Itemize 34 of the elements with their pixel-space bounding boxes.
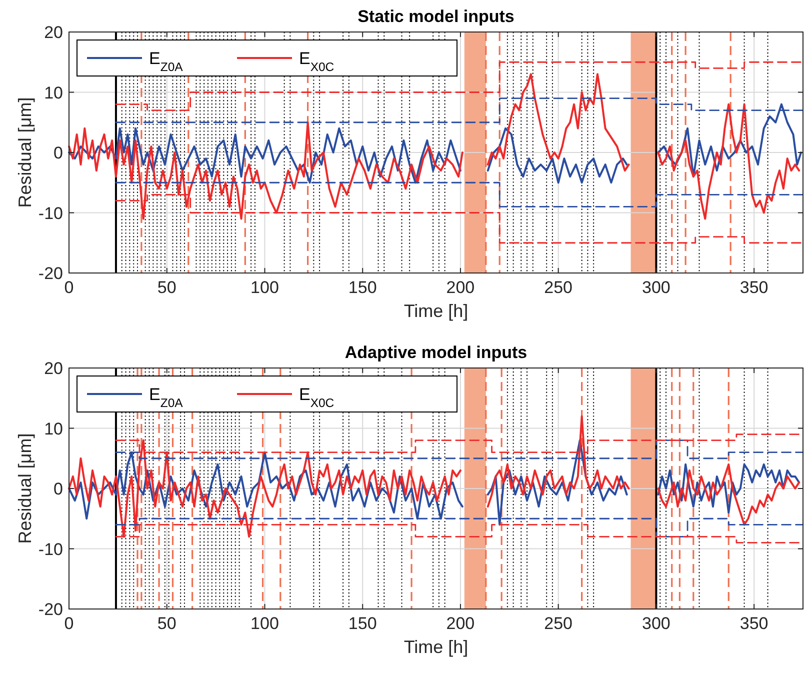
y-axis-title: Residual [μm]: [15, 433, 35, 544]
chart-title: Adaptive model inputs: [344, 343, 528, 362]
y-tick-label: -20: [38, 600, 63, 619]
x-tick-label: 350: [740, 614, 768, 633]
x-tick-label: 200: [446, 278, 475, 297]
x-axis-title: Time [h]: [404, 637, 468, 657]
x-tick-label: 150: [348, 614, 377, 633]
y-tick-label: -10: [38, 540, 63, 559]
x-tick-label: 250: [544, 278, 573, 297]
y-tick-label: 0: [54, 480, 63, 498]
y-tick-label: -10: [38, 204, 63, 223]
x-tick-label: 300: [642, 614, 670, 633]
y-tick-label: 10: [44, 419, 63, 438]
legend-label: E$_{Z0A}$: [149, 385, 184, 410]
y-tick-label: 0: [54, 144, 63, 162]
y-tick-label: 20: [44, 23, 63, 42]
y-tick-label: -20: [38, 264, 63, 283]
y-tick-label: 20: [44, 359, 63, 378]
x-tick-label: 300: [642, 278, 670, 297]
x-tick-label: 200: [446, 614, 475, 633]
legend-label: E$_{Z0A}$: [149, 49, 184, 74]
x-tick-label: 50: [157, 614, 176, 633]
legend-label: E$_{X0C}$: [299, 385, 334, 410]
x-tick-label: 350: [740, 278, 768, 297]
x-tick-label: 50: [157, 278, 176, 297]
x-tick-label: 150: [348, 278, 377, 297]
x-axis-title: Time [h]: [404, 301, 468, 321]
x-tick-label: 100: [250, 614, 279, 633]
chart-title: Static model inputs: [358, 7, 514, 26]
y-axis-title: Residual [μm]: [15, 97, 35, 208]
y-tick-label: 10: [44, 83, 63, 102]
legend-label: E$_{X0C}$: [299, 49, 334, 74]
x-tick-label: 100: [250, 278, 279, 297]
x-tick-label: 250: [544, 614, 573, 633]
